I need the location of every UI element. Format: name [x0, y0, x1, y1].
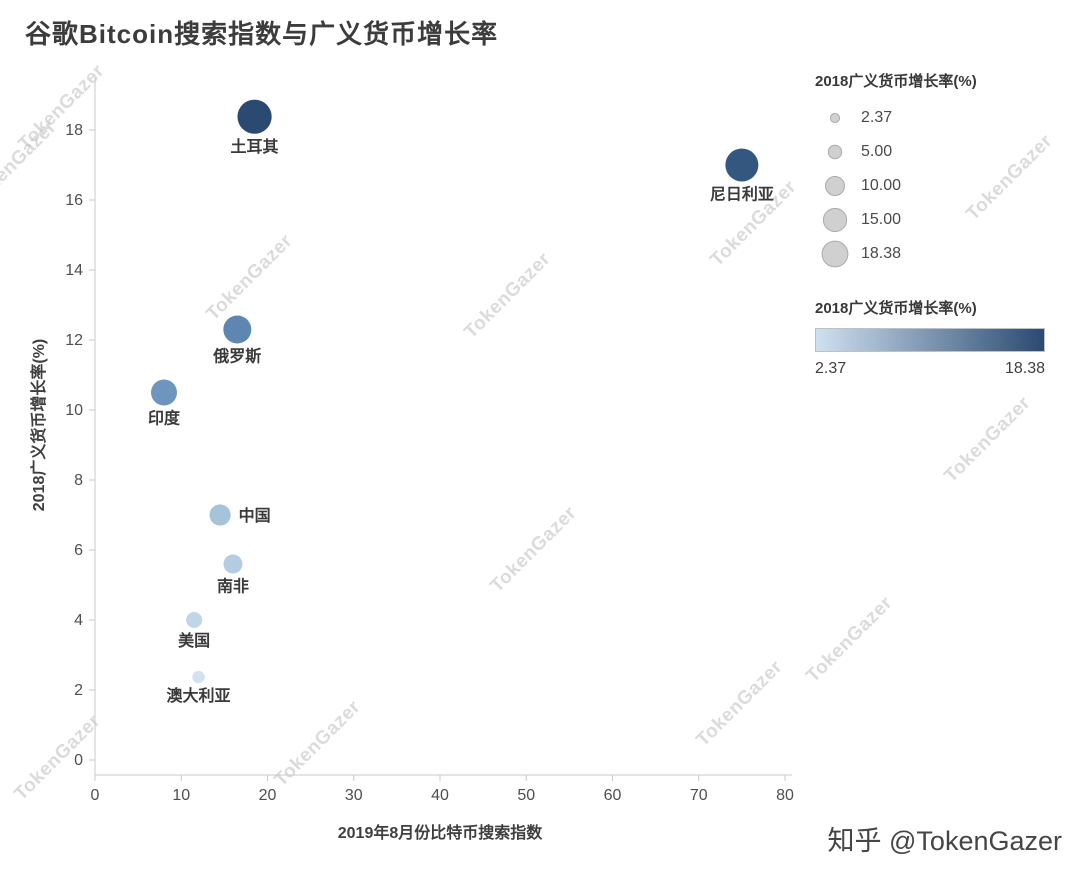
y-tick-label: 14	[65, 262, 83, 279]
color-legend-title: 2018广义货币增长率(%)	[815, 300, 977, 317]
bubble-label: 俄罗斯	[212, 347, 261, 366]
bubble-label: 尼日利亚	[710, 184, 774, 203]
gradient-min-label: 2.37	[815, 360, 847, 377]
size-legend-circle-cell	[815, 171, 855, 201]
y-tick-label: 12	[65, 332, 83, 349]
y-tick-label: 2	[74, 682, 83, 699]
bubble-label: 南非	[217, 576, 249, 595]
bubble-label: 土耳其	[231, 137, 279, 156]
size-legend-entries: 2.37 5.00 10.00 15.00 18.38	[815, 101, 1070, 271]
bubble-俄罗斯	[223, 315, 252, 344]
bubble-中国	[209, 504, 231, 526]
size-legend-label: 18.38	[861, 245, 902, 262]
bubble-土耳其	[237, 99, 272, 134]
legend-panel: 2018广义货币增长率(%) 2.37 5.00 10.00 15.00 18.38 2…	[815, 70, 1070, 378]
gradient-max-label: 18.38	[1004, 360, 1045, 377]
x-tick-label: 10	[172, 787, 190, 804]
size-legend-circle	[821, 240, 849, 268]
size-legend-label: 15.00	[861, 211, 902, 228]
size-legend-title: 2018广义货币增长率(%)	[815, 73, 977, 90]
bubble-美国	[186, 612, 203, 628]
bubble-label: 印度	[148, 408, 181, 427]
size-legend-entry: 5.00	[815, 135, 1070, 169]
color-gradient-bar	[815, 328, 1045, 352]
size-legend-label: 5.00	[861, 143, 893, 160]
y-tick-label: 16	[65, 192, 83, 209]
size-legend-circle	[822, 207, 848, 233]
size-legend: 2018广义货币增长率(%) 2.37 5.00 10.00 15.00 18.38	[815, 70, 1070, 271]
x-tick-label: 60	[604, 787, 622, 804]
y-axis-title: 2018广义货币增长率(%)	[29, 339, 48, 511]
x-tick-label: 40	[431, 787, 449, 804]
size-legend-entry: 10.00	[815, 169, 1070, 203]
bubble-澳大利亚	[192, 670, 205, 684]
x-tick-label: 50	[517, 787, 535, 804]
y-tick-label: 8	[74, 472, 83, 489]
size-legend-circle	[825, 176, 845, 196]
size-legend-label: 10.00	[861, 177, 902, 194]
y-tick-label: 10	[65, 402, 83, 419]
size-legend-entry: 18.38	[815, 237, 1070, 271]
size-legend-label: 2.37	[861, 109, 893, 126]
x-tick-label: 20	[259, 787, 277, 804]
y-tick-label: 0	[74, 752, 83, 769]
size-legend-circle-cell	[815, 205, 855, 235]
bubble-label: 美国	[178, 631, 210, 650]
size-legend-circle	[829, 112, 841, 124]
chart-title: 谷歌Bitcoin搜索指数与广义货币增长率	[25, 19, 499, 49]
size-legend-circle-cell	[815, 137, 855, 167]
y-tick-label: 4	[74, 612, 83, 629]
x-tick-label: 0	[91, 787, 100, 804]
bubble-尼日利亚	[725, 148, 759, 182]
color-gradient-labels: 2.37 18.38	[815, 360, 1045, 378]
size-legend-circle	[827, 144, 843, 160]
x-axis-title: 2019年8月份比特币搜索指数	[338, 823, 543, 842]
x-tick-label: 70	[690, 787, 708, 804]
size-legend-circle-cell	[815, 239, 855, 269]
y-tick-label: 6	[74, 542, 83, 559]
credit-watermark: 知乎 @TokenGazer	[827, 826, 1062, 856]
x-tick-label: 30	[345, 787, 363, 804]
bubble-南非	[223, 554, 243, 574]
bubble-印度	[151, 379, 177, 406]
color-legend: 2018广义货币增长率(%) 2.37 18.38	[815, 297, 1070, 378]
y-tick-label: 18	[65, 122, 83, 139]
size-legend-circle-cell	[815, 103, 855, 133]
size-legend-entry: 2.37	[815, 101, 1070, 135]
bubble-label: 澳大利亚	[166, 686, 230, 705]
x-tick-label: 80	[776, 787, 794, 804]
size-legend-entry: 15.00	[815, 203, 1070, 237]
bubble-label: 中国	[239, 506, 271, 525]
